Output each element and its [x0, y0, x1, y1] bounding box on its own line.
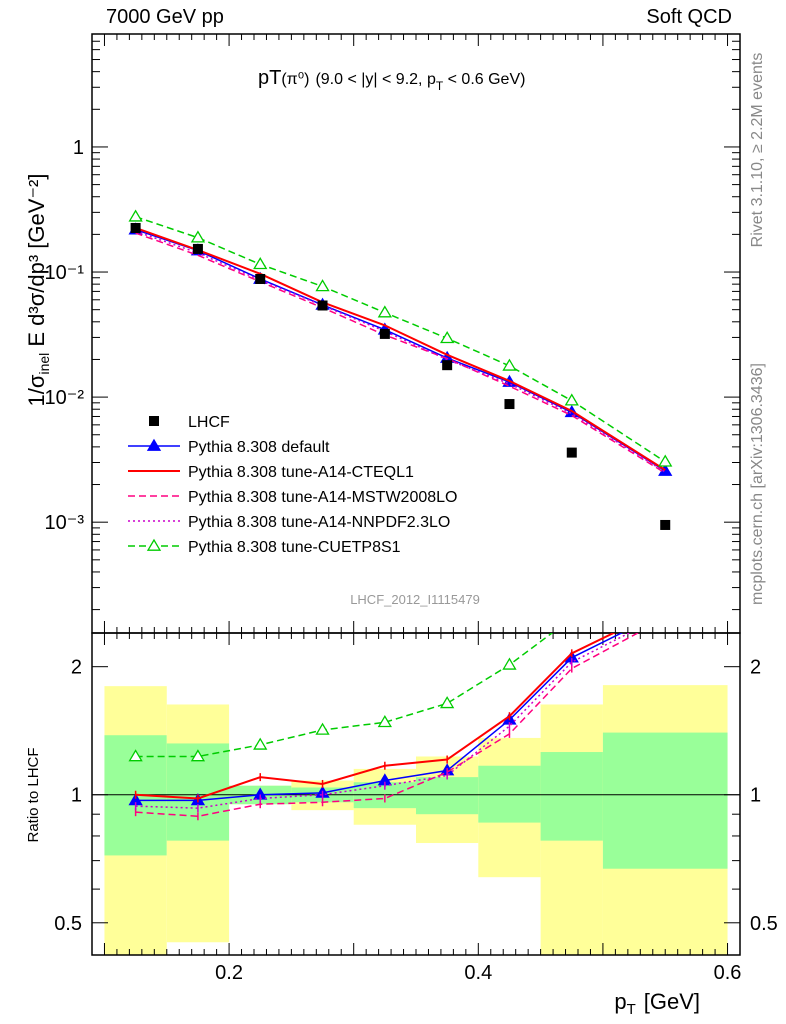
series-marker-top: [377, 305, 392, 318]
ratio-series: [128, 574, 671, 821]
legend-marker: [146, 538, 162, 551]
y-axis-label: 1/σinel E d³σ/dp³ [GeV⁻²]: [24, 174, 52, 407]
series-marker-ratio: [253, 737, 268, 750]
series-marker-top: [440, 331, 455, 344]
series-marker-ratio: [566, 612, 578, 622]
legend-label: Pythia 8.308 tune-CUETP8S1: [188, 539, 401, 556]
y-tick-label: 10⁻¹: [45, 262, 85, 284]
series-marker-ratio: [315, 722, 330, 735]
ratio-tick-label-right: 2: [750, 657, 761, 679]
data-point: [442, 360, 453, 371]
legend-marker-lhcf: [149, 416, 159, 426]
series-marker-ratio: [377, 715, 392, 728]
top-series: [128, 209, 673, 476]
data-point: [660, 519, 671, 530]
y-axis-label-main: 1/σ: [24, 374, 49, 406]
chart-title-cut: (9.0 < |y| < 9.2, p: [315, 71, 435, 88]
y-axis-label-sub: inel: [36, 353, 52, 375]
data-point: [566, 447, 577, 458]
ratio-tick-label: 1: [71, 785, 82, 807]
rivet-label: Rivet 3.1.10, ≥ 2.2M events: [749, 53, 766, 248]
y-axis-label-rest: E d³σ/dp³ [GeV⁻²]: [24, 174, 49, 353]
series-line-top: [135, 230, 666, 473]
series-line-ratio: [135, 633, 640, 818]
inner-band: [540, 752, 603, 841]
x-tick-label: 0.4: [464, 962, 492, 984]
analysis-label: LHCF_2012_I1115479: [350, 592, 480, 607]
series-marker-top: [128, 209, 143, 222]
series-marker-ratio: [659, 605, 671, 615]
series-marker-top: [315, 279, 330, 292]
x-axis-label-sub: T: [627, 1001, 636, 1018]
chart-title-cut-sub: T: [436, 79, 444, 93]
series-line-top: [135, 232, 666, 474]
y-tick-label: 10⁻³: [45, 512, 85, 534]
series-marker-top: [564, 393, 579, 406]
inner-band: [602, 732, 728, 869]
series-marker-ratio: [128, 749, 143, 762]
legend-label: Pythia 8.308 tune-A14-MSTW2008LO: [188, 489, 457, 506]
x-axis-label-unit: [GeV]: [644, 989, 700, 1014]
series-marker-top: [658, 463, 673, 476]
series-marker-top: [658, 454, 673, 467]
chart-title-cut-end: < 0.6 GeV): [443, 71, 525, 88]
legend-label: Pythia 8.308 default: [188, 439, 330, 456]
series-marker-ratio: [502, 657, 517, 670]
mcplots-label: mcplots.cern.ch [arXiv:1306.3436]: [749, 363, 766, 605]
data-point: [379, 328, 390, 339]
y-tick-label: 10⁻²: [45, 387, 85, 409]
legend-label: Pythia 8.308 tune-A14-NNPDF2.3LO: [188, 514, 450, 531]
legend-marker: [146, 438, 162, 451]
x-axis-label: pT [GeV]: [614, 989, 700, 1018]
data-point: [192, 243, 203, 254]
series-marker-top: [502, 358, 517, 371]
series-marker-top: [190, 230, 206, 243]
ratio-tick-label: 2: [71, 657, 82, 679]
ratio-axis-label: Ratio to LHCF: [25, 747, 42, 842]
inner-band: [416, 777, 479, 815]
x-tick-label: 0.6: [714, 962, 742, 984]
x-axis-label-main: p: [614, 989, 626, 1014]
ratio-tick-label-right: 1: [750, 785, 761, 807]
series-line-top: [135, 228, 666, 472]
ratio-tick-label: 0.5: [54, 913, 82, 935]
data-point: [504, 399, 515, 410]
series-marker-ratio: [659, 574, 671, 584]
uncertainty-bands: [104, 685, 728, 955]
ratio-tick-label-right: 0.5: [750, 913, 778, 935]
y-tick-label: 1: [73, 137, 84, 159]
legend-label: Pythia 8.308 tune-A14-CTEQL1: [188, 464, 414, 481]
data-point: [130, 222, 141, 233]
header-category: Soft QCD: [646, 6, 732, 28]
chart-title: pT(π⁰) (9.0 < |y| < 9.2, pT < 0.6 GeV): [258, 67, 525, 93]
series-line-top: [135, 227, 666, 471]
x-tick-label: 0.2: [215, 962, 243, 984]
inner-band: [478, 765, 541, 823]
data-point: [255, 273, 266, 284]
series-marker-ratio: [190, 749, 206, 762]
series-line-ratio: [135, 633, 554, 758]
header-beam: 7000 GeV pp: [106, 6, 224, 28]
chart-title-particle: (π⁰): [281, 71, 309, 88]
legend-label: LHCF: [188, 414, 230, 431]
data-point: [317, 300, 328, 311]
series-marker-top: [253, 257, 268, 270]
chart-title-main: pT: [258, 67, 281, 89]
series-marker-ratio: [440, 696, 455, 709]
